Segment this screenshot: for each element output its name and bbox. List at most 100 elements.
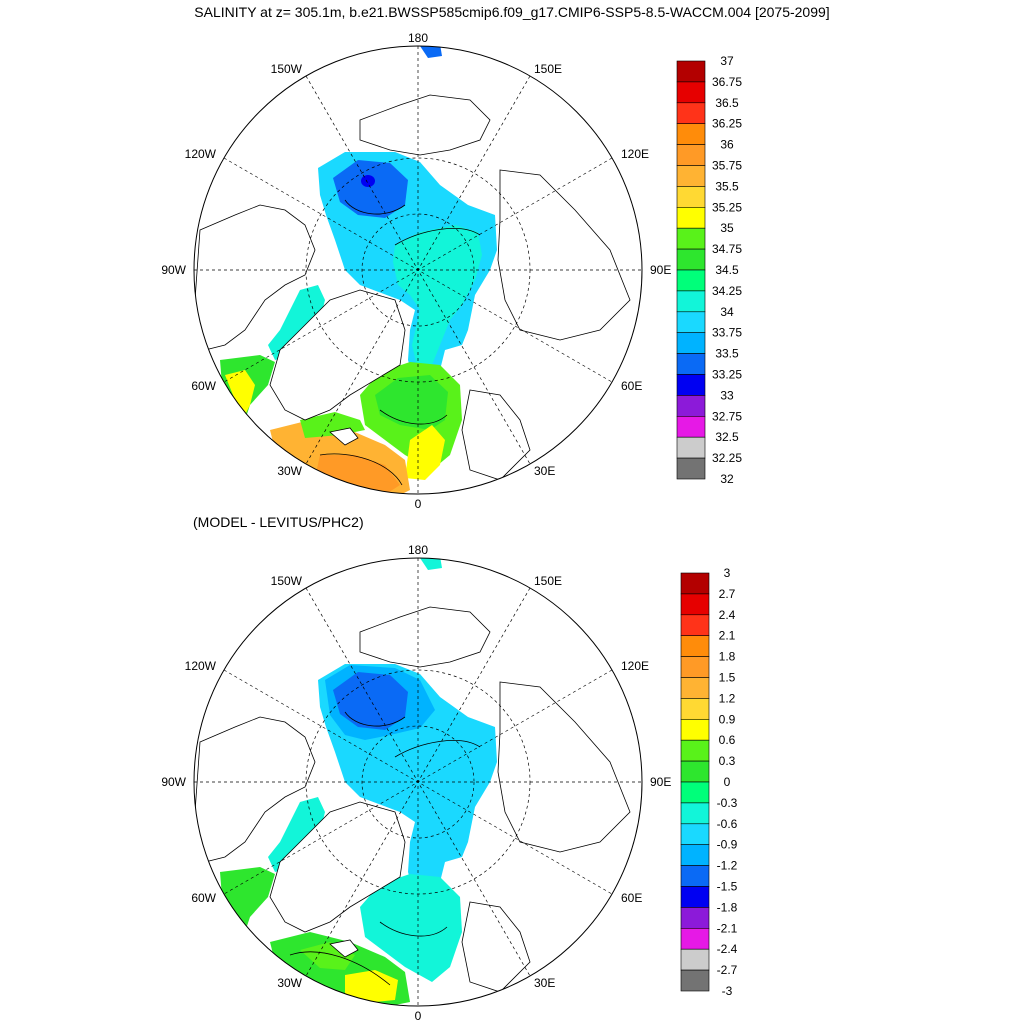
colorbar-tick-label: -2.1	[717, 921, 738, 935]
field-bering-diff	[420, 558, 442, 570]
contour-line	[394, 740, 481, 758]
colorbar-tick-label: 34.75	[712, 242, 742, 256]
colorbar-tick-label: 2.4	[719, 608, 736, 622]
colorbar-swatch	[676, 60, 706, 83]
salinity-colorbar: 37 36.75 36.5 36.25 36 35.75 35.5 35.25 35 34.75 3…	[676, 54, 742, 486]
field-baffin	[268, 285, 325, 360]
lon-label: 150E	[534, 62, 562, 76]
field-nordic-diff	[360, 874, 462, 982]
contour-line	[344, 199, 406, 215]
colorbar-tick-label: 0	[724, 775, 731, 789]
colorbar-swatch	[680, 927, 710, 950]
colorbar-swatch	[680, 781, 710, 804]
colorbar-tick-label: 1.2	[719, 691, 736, 705]
contour-line	[379, 409, 448, 425]
lon-label: 30W	[277, 464, 302, 478]
colorbar-tick-label: 36.25	[712, 117, 742, 131]
colorbar-swatch	[680, 802, 710, 825]
colorbar-swatch	[676, 332, 706, 354]
field-beaufort-diff-deep	[333, 672, 408, 730]
graticule	[194, 558, 642, 1006]
lon-label: 90E	[650, 775, 671, 789]
lon-label: 120E	[621, 659, 649, 673]
coast-alaska	[359, 606, 491, 668]
contour-line	[379, 921, 448, 937]
lon-label: 0	[415, 497, 422, 511]
colorbar-tick-label: 2.1	[719, 629, 736, 643]
coast-scandinavia	[461, 901, 531, 993]
lon-label: 90W	[161, 775, 186, 789]
colorbar-swatch	[676, 415, 706, 438]
lon-label: 150W	[271, 62, 303, 76]
colorbar-tick-label: 37	[720, 54, 734, 68]
lon-label: 30W	[277, 976, 302, 990]
colorbar-tick-label: 1.8	[719, 650, 736, 664]
contour-line	[319, 453, 403, 486]
colorbar-swatch	[680, 865, 710, 887]
colorbar-swatch	[680, 739, 710, 762]
colorbar-swatch	[676, 436, 706, 459]
colorbar-tick-label: -0.9	[717, 838, 738, 852]
colorbar-tick-label: 32.25	[712, 451, 742, 465]
field-atlantic-diff-yellow	[345, 970, 398, 1003]
colorbar-tick-label: -0.3	[717, 796, 738, 810]
graticule	[194, 46, 642, 494]
map-border	[193, 557, 643, 1007]
salinity-polar-map: 180 150E 120E 90E 60E 30E 0 30W 60W 90W …	[161, 31, 671, 511]
lon-label: 120W	[185, 147, 217, 161]
colorbar-tick-label: 33.5	[715, 347, 739, 361]
difference-title: (MODEL - LEVITUS/PHC2)	[193, 514, 364, 530]
colorbar-tick-label: -3	[722, 984, 733, 998]
coast-siberia	[497, 169, 631, 341]
coast-greenland	[269, 801, 406, 933]
colorbar-swatch	[676, 457, 706, 480]
colorbar-swatch	[680, 698, 710, 720]
colorbar-swatch	[676, 374, 706, 396]
colorbar-tick-label: 32.75	[712, 409, 742, 423]
coast-siberia	[497, 681, 631, 853]
lon-label: 150E	[534, 574, 562, 588]
colorbar-tick-label: -1.5	[717, 880, 738, 894]
contour-line	[394, 228, 481, 246]
colorbar-tick-label: 33.75	[712, 326, 742, 340]
colorbar-swatch	[676, 207, 706, 229]
field-nordic-yellow	[405, 425, 445, 480]
colorbar-tick-label: 36.75	[712, 75, 742, 89]
colorbar-swatch	[680, 948, 710, 971]
field-gyre-center	[361, 175, 375, 187]
colorbar-swatch	[680, 760, 710, 783]
field-eurasian-core	[393, 225, 482, 370]
lon-label: 150W	[271, 574, 303, 588]
colorbar-tick-label: -2.4	[717, 942, 738, 956]
colorbar-swatch	[676, 165, 706, 187]
colorbar-tick-label: 35	[720, 221, 734, 235]
colorbar-swatch	[676, 353, 706, 375]
lon-label: 180	[408, 31, 428, 45]
colorbar-swatch	[676, 186, 706, 208]
lon-label: 60W	[191, 891, 216, 905]
colorbar-tick-label: 32.5	[715, 430, 739, 444]
colorbar-swatch	[676, 290, 706, 313]
colorbar-tick-label: 34.5	[715, 263, 739, 277]
colorbar-swatch	[680, 677, 710, 699]
colorbar-tick-label: 35.75	[712, 159, 742, 173]
colorbar-swatch	[676, 102, 706, 125]
lon-label: 120W	[185, 659, 217, 673]
field-nordic-darkgreen	[375, 375, 448, 430]
map-border	[193, 45, 643, 495]
colorbar-tick-label: 32	[720, 472, 734, 486]
colorbar-tick-label: 0.9	[719, 712, 736, 726]
colorbar-tick-label: 36	[720, 138, 734, 152]
colorbar-swatch	[680, 572, 710, 595]
colorbar-swatch	[676, 395, 706, 417]
lon-label: 60E	[621, 891, 642, 905]
colorbar-tick-label: 35.5	[715, 179, 739, 193]
coast-iceland	[329, 427, 359, 446]
field-beaufort-gyre	[333, 160, 408, 218]
lon-label: 60W	[191, 379, 216, 393]
difference-colorbar: 3 2.7 2.4 2.1 1.8 1.5 1.2 0.9 0.6 0.3 0 -0.3 -0.6 -0.…	[680, 566, 738, 998]
colorbar-swatch	[680, 656, 710, 678]
colorbar-swatch	[676, 269, 706, 292]
colorbar-swatch	[680, 718, 710, 741]
colorbar-tick-label: -2.7	[717, 963, 738, 977]
